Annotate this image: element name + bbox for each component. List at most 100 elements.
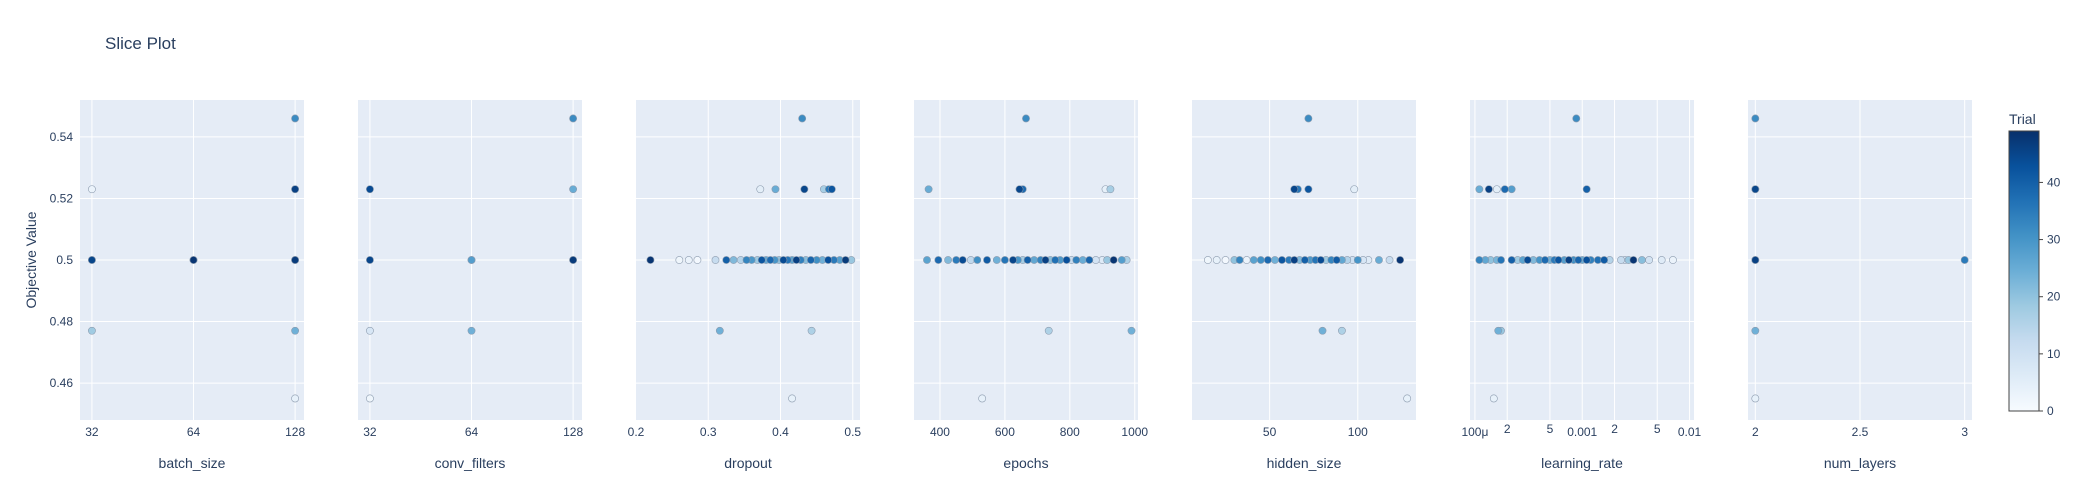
- data-point: [1106, 185, 1115, 194]
- x-axis-label: batch_size: [159, 455, 226, 471]
- x-axis-label: hidden_size: [1267, 455, 1342, 471]
- data-point: [1960, 256, 1969, 264]
- chart-title: Slice Plot: [105, 34, 176, 53]
- data-point: [1290, 256, 1299, 264]
- x-tick-label: 600: [995, 425, 1015, 439]
- data-point: [722, 256, 731, 264]
- data-point: [291, 256, 300, 264]
- data-point: [1638, 256, 1646, 264]
- panel-epochs: 400 600 800 1000 epochs: [914, 100, 1148, 471]
- data-point: [779, 256, 788, 264]
- data-point: [291, 114, 300, 123]
- data-point: [693, 256, 702, 264]
- x-tick-label: 400: [930, 425, 950, 439]
- colorbar-tick-label: 30: [2047, 233, 2061, 247]
- data-point: [1484, 185, 1493, 194]
- data-point: [569, 114, 578, 123]
- data-point: [1385, 256, 1394, 264]
- y-tick-label: 0.5: [56, 253, 73, 267]
- data-point: [1492, 185, 1501, 194]
- data-point: [1117, 256, 1126, 264]
- x-tick-label: 128: [285, 425, 305, 439]
- colorbar-tick-label: 40: [2047, 175, 2061, 189]
- data-point: [1203, 256, 1212, 264]
- data-point: [757, 256, 766, 264]
- data-point: [1072, 256, 1081, 264]
- data-point: [1051, 256, 1060, 264]
- data-point: [1256, 256, 1265, 264]
- data-point: [1600, 256, 1609, 264]
- data-point: [1617, 256, 1625, 264]
- data-point: [958, 256, 967, 264]
- data-point: [1278, 256, 1286, 264]
- data-point: [1300, 256, 1309, 264]
- data-point: [771, 185, 780, 194]
- x-tick-label: 2: [1504, 422, 1511, 436]
- x-tick-label: 50: [1263, 425, 1277, 439]
- x-tick-label: 0.2: [628, 425, 645, 439]
- data-point: [569, 185, 578, 194]
- data-point: [1078, 256, 1087, 264]
- data-point: [1290, 185, 1299, 194]
- x-axis-label: dropout: [724, 455, 772, 471]
- data-point: [1316, 256, 1325, 264]
- x-tick-label: 0.3: [700, 425, 717, 439]
- data-point: [1318, 326, 1327, 335]
- y-axis-label: Objective Value: [23, 211, 39, 308]
- panel-batch_size: 32 64 128 batch_size: [80, 100, 305, 471]
- data-point: [1582, 256, 1591, 264]
- data-point: [715, 326, 724, 335]
- data-point: [1332, 256, 1341, 264]
- data-point: [88, 256, 96, 264]
- data-point: [1212, 256, 1221, 264]
- x-axis-label: learning_rate: [1541, 455, 1623, 471]
- data-point: [366, 256, 374, 264]
- x-tick-label: 64: [187, 425, 201, 439]
- data-point: [189, 256, 198, 264]
- data-point: [841, 256, 850, 264]
- data-point: [1574, 256, 1583, 264]
- data-point: [1403, 394, 1412, 403]
- data-point: [366, 326, 374, 335]
- data-point: [675, 256, 684, 264]
- data-point: [1350, 185, 1359, 194]
- data-point: [766, 256, 775, 264]
- data-point: [1564, 256, 1573, 264]
- x-tick-label: 5: [1547, 422, 1554, 436]
- y-tick-label: 0.54: [50, 130, 74, 144]
- x-tick-label: 100μ: [1461, 425, 1488, 439]
- panel-conv_filters: 32 64 128 conv_filters: [358, 100, 583, 471]
- data-point: [756, 185, 765, 194]
- data-point: [798, 114, 807, 123]
- colorbar-tick-label: 20: [2047, 290, 2061, 304]
- x-tick-label: 1000: [1121, 425, 1148, 439]
- data-point: [934, 256, 943, 264]
- data-point: [291, 185, 300, 194]
- x-tick-label: 32: [363, 425, 377, 439]
- data-point: [1629, 256, 1638, 264]
- data-point: [1249, 256, 1258, 264]
- data-point: [1353, 256, 1362, 264]
- data-point: [1044, 326, 1053, 335]
- data-point: [742, 256, 751, 264]
- data-point: [467, 256, 476, 264]
- colorbar-tick-label: 0: [2047, 404, 2054, 418]
- data-point: [1221, 256, 1230, 264]
- data-point: [1263, 256, 1272, 264]
- x-tick-label: 800: [1060, 425, 1080, 439]
- data-point: [792, 256, 801, 264]
- data-point: [1109, 256, 1118, 264]
- x-axis-label: num_layers: [1824, 455, 1896, 471]
- data-point: [1751, 256, 1760, 264]
- data-point: [1507, 256, 1516, 264]
- data-point: [1657, 256, 1666, 264]
- data-point: [1270, 256, 1279, 264]
- data-point: [1507, 185, 1516, 194]
- data-point: [1582, 185, 1591, 194]
- panel-learning_rate: 100μ 2 5 0.001 2 5 0.01 learning_rate: [1461, 100, 1702, 471]
- x-tick-label: 0.5: [844, 425, 861, 439]
- y-tick-label: 0.48: [50, 315, 74, 329]
- x-tick-label: 128: [563, 425, 583, 439]
- x-tick-label: 64: [465, 425, 479, 439]
